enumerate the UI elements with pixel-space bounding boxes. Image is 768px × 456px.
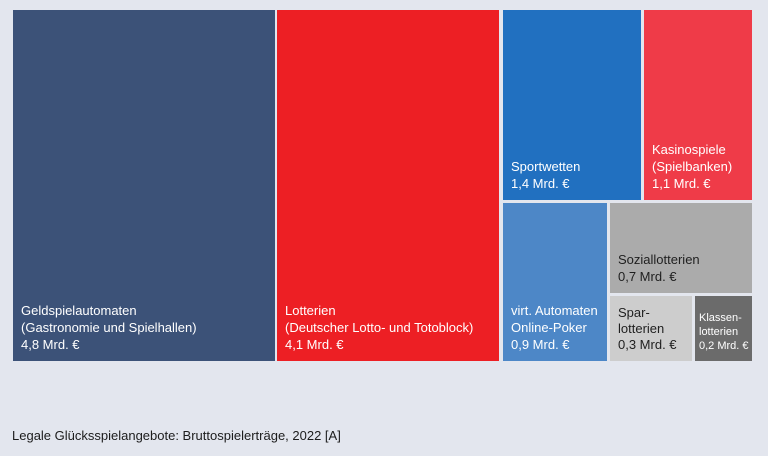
treemap-tile-kasinospiele: Kasinospiele (Spielbanken) 1,1 Mrd. €	[644, 10, 752, 200]
chart-caption: Legale Glücksspielangebote: Bruttospiele…	[12, 428, 341, 443]
treemap-label-klassenlotterien: Klassen- lotterien 0,2 Mrd. €	[699, 312, 749, 352]
treemap-tile-virt-automaten: virt. Automaten Online-Poker 0,9 Mrd. €	[503, 203, 607, 361]
treemap-label-sportwetten: Sportwetten 1,4 Mrd. €	[511, 159, 581, 191]
treemap-label-geldspielautomaten: Geldspielautomaten (Gastronomie und Spie…	[21, 303, 197, 352]
treemap-label-soziallotterien: Soziallotterien 0,7 Mrd. €	[618, 252, 700, 284]
treemap-tile-klassenlotterien: Klassen- lotterien 0,2 Mrd. €	[695, 296, 752, 361]
treemap-tile-geldspielautomaten: Geldspielautomaten (Gastronomie und Spie…	[13, 10, 275, 361]
treemap-label-lotterien: Lotterien (Deutscher Lotto- und Totobloc…	[285, 303, 474, 352]
treemap-label-virt-automaten: virt. Automaten Online-Poker 0,9 Mrd. €	[511, 303, 598, 352]
treemap-label-sparlotterien: Spar- lotterien 0,3 Mrd. €	[618, 305, 677, 352]
treemap-tile-sparlotterien: Spar- lotterien 0,3 Mrd. €	[610, 296, 692, 361]
treemap-tile-sportwetten: Sportwetten 1,4 Mrd. €	[503, 10, 641, 200]
treemap-tile-soziallotterien: Soziallotterien 0,7 Mrd. €	[610, 203, 752, 293]
treemap-tile-lotterien: Lotterien (Deutscher Lotto- und Totobloc…	[277, 10, 499, 361]
treemap-chart: Geldspielautomaten (Gastronomie und Spie…	[13, 10, 752, 361]
treemap-label-kasinospiele: Kasinospiele (Spielbanken) 1,1 Mrd. €	[652, 142, 733, 191]
